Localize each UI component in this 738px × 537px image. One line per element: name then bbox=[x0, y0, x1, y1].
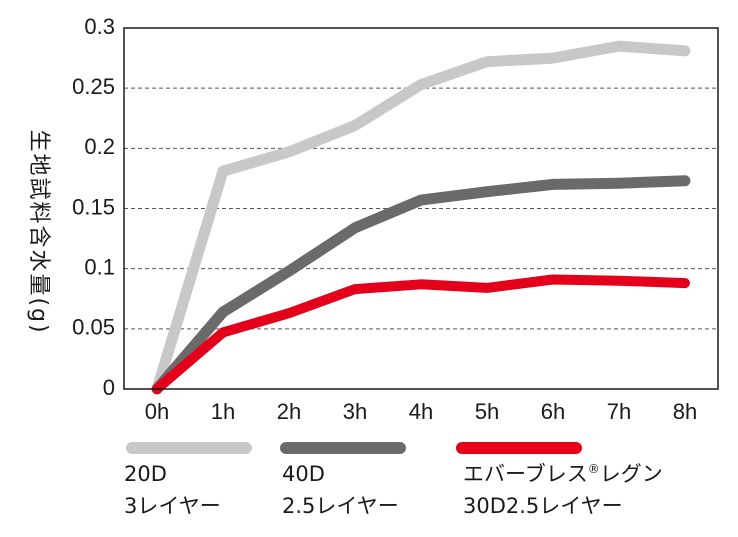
x-tick-label: 1h bbox=[211, 399, 235, 424]
legend: 20D 3レイヤー 40D 2.5レイヤー エバーブレス®レグン 30D2.5レ… bbox=[124, 442, 663, 518]
plot-frame bbox=[123, 27, 719, 390]
legend-label-40d-line2: 2.5レイヤー bbox=[282, 494, 399, 518]
y-tick-label: 0.3 bbox=[84, 14, 115, 39]
series-line-40d bbox=[151, 175, 691, 395]
x-tick-label: 3h bbox=[343, 399, 367, 424]
x-tick-label: 7h bbox=[607, 399, 631, 424]
x-tick-label: 5h bbox=[475, 399, 499, 424]
x-tick-label: 6h bbox=[541, 399, 565, 424]
series-line-everbreath bbox=[152, 274, 690, 394]
y-tick-label: 0.05 bbox=[72, 315, 115, 340]
x-tick-label: 8h bbox=[673, 399, 697, 424]
y-axis-label: 生地試料含水量(g) bbox=[26, 129, 51, 334]
x-tick-label: 4h bbox=[409, 399, 433, 424]
legend-label-everbreath-brand: エバーブレス bbox=[463, 462, 588, 486]
y-tick-label: 0.25 bbox=[72, 74, 115, 99]
legend-label-everbreath-name: レグン bbox=[600, 462, 663, 486]
legend-label-20d-line2: 3レイヤー bbox=[124, 494, 221, 518]
y-tick-labels: 0 0.05 0.1 0.15 0.2 0.25 0.3 bbox=[72, 14, 115, 400]
legend-label-everbreath-line1: エバーブレス®レグン bbox=[463, 462, 663, 486]
series-lines bbox=[151, 40, 691, 395]
y-tick-label: 0 bbox=[103, 375, 115, 400]
legend-label-everbreath-line2: 30D2.5レイヤー bbox=[463, 494, 623, 518]
x-tick-label: 2h bbox=[277, 399, 301, 424]
y-tick-label: 0.1 bbox=[84, 254, 115, 279]
y-tick-label: 0.2 bbox=[84, 134, 115, 159]
legend-label-20d-line1: 20D bbox=[124, 462, 167, 486]
y-tick-label: 0.15 bbox=[72, 194, 115, 219]
registered-mark: ® bbox=[588, 462, 600, 476]
series-line-20d bbox=[151, 40, 691, 395]
legend-label-40d-line1: 40D bbox=[282, 462, 325, 486]
x-tick-labels: 0h 1h 2h 3h 4h 5h 6h 7h 8h bbox=[145, 399, 697, 424]
x-tick-label: 0h bbox=[145, 399, 169, 424]
